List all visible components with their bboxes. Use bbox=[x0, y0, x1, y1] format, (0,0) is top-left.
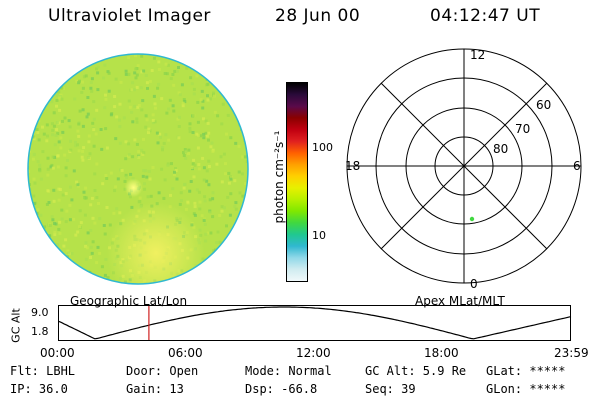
x-tick-1800: 18:00 bbox=[424, 346, 459, 360]
instrument-title: Ultraviolet Imager bbox=[48, 6, 211, 26]
y-tick-1-8: 1.8 bbox=[31, 325, 49, 338]
diagonal-2 bbox=[380, 82, 548, 250]
gc-alt-axis-label: GC Alt bbox=[9, 308, 23, 343]
status-gc-alt: GC Alt: 5.9 Re bbox=[365, 364, 467, 378]
clock-label-6: 6 bbox=[573, 159, 581, 173]
observation-time: 04:12:47 UT bbox=[430, 6, 541, 26]
clock-label-18: 18 bbox=[345, 159, 360, 173]
x-tick-0600: 06:00 bbox=[168, 346, 203, 360]
colorbar bbox=[286, 82, 308, 282]
geographic-lat-lon-title: Geographic Lat/Lon bbox=[70, 294, 188, 308]
lat-label-60: 60 bbox=[536, 98, 551, 112]
x-tick-1200: 12:00 bbox=[296, 346, 331, 360]
spacecraft-footprint-point bbox=[469, 216, 475, 222]
lat-label-70: 70 bbox=[515, 122, 530, 136]
lat-label-80: 80 bbox=[493, 142, 508, 156]
polar-grid-plot: 12 18 6 0 60 70 80 bbox=[345, 48, 582, 289]
observation-date: 28 Jun 00 bbox=[275, 6, 361, 26]
clock-label-12: 12 bbox=[470, 48, 485, 62]
clock-label-0: 0 bbox=[470, 277, 478, 289]
x-tick-2359: 23:59 bbox=[554, 346, 589, 360]
altitude-timeline bbox=[58, 305, 572, 341]
x-tick-0000: 00:00 bbox=[40, 346, 75, 360]
uv-image-disk bbox=[27, 53, 249, 285]
status-mode: Mode: Normal bbox=[245, 364, 332, 378]
status-glat: GLat: ***** bbox=[486, 364, 566, 378]
status-filter: Flt: LBHL bbox=[10, 364, 76, 378]
status-glon: GLon: ***** bbox=[486, 382, 566, 396]
status-gain: Gain: 13 bbox=[126, 382, 184, 396]
colorbar-tick-10: 10 bbox=[312, 229, 326, 242]
status-ip: IP: 36.0 bbox=[10, 382, 68, 396]
colorbar-tick-100: 100 bbox=[312, 141, 333, 154]
status-door: Door: Open bbox=[126, 364, 199, 378]
status-seq: Seq: 39 bbox=[365, 382, 416, 396]
y-tick-9: 9.0 bbox=[31, 306, 49, 319]
status-dsp: Dsp: -66.8 bbox=[245, 382, 318, 396]
colorbar-unit-label: photon cm⁻²s⁻¹ bbox=[272, 130, 286, 224]
apex-mlat-mlt-title: Apex MLat/MLT bbox=[415, 294, 505, 308]
